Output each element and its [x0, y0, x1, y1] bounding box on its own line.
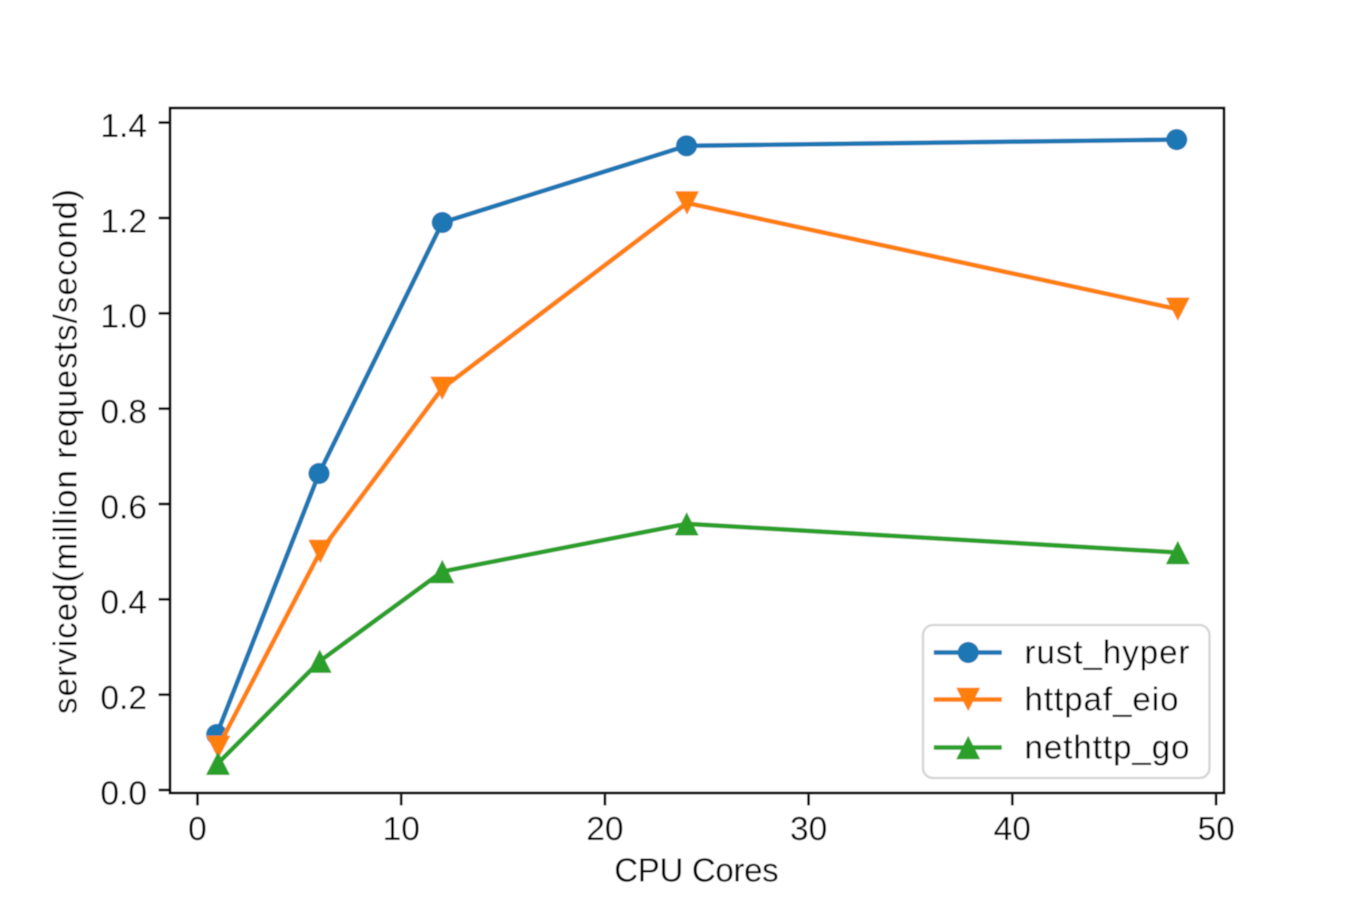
svg-text:0.6: 0.6: [100, 489, 147, 526]
svg-text:nethttp_go: nethttp_go: [1025, 729, 1191, 766]
svg-text:40: 40: [994, 811, 1031, 848]
svg-text:rust_hyper: rust_hyper: [1025, 634, 1191, 671]
svg-text:0.2: 0.2: [100, 680, 147, 717]
svg-text:30: 30: [790, 811, 827, 848]
svg-text:serviced(million requests/seco: serviced(million requests/second): [47, 188, 84, 714]
svg-text:1.4: 1.4: [100, 108, 147, 145]
svg-text:20: 20: [586, 811, 623, 848]
svg-text:httpaf_eio: httpaf_eio: [1025, 681, 1180, 718]
svg-text:0.4: 0.4: [100, 585, 147, 622]
svg-text:0.8: 0.8: [100, 394, 147, 431]
svg-text:0: 0: [188, 811, 207, 848]
svg-text:10: 10: [383, 811, 420, 848]
svg-text:1.0: 1.0: [100, 299, 147, 336]
svg-text:0.0: 0.0: [100, 775, 147, 812]
svg-text:1.2: 1.2: [100, 203, 147, 240]
svg-text:CPU Cores: CPU Cores: [614, 852, 778, 889]
svg-text:50: 50: [1197, 811, 1234, 848]
